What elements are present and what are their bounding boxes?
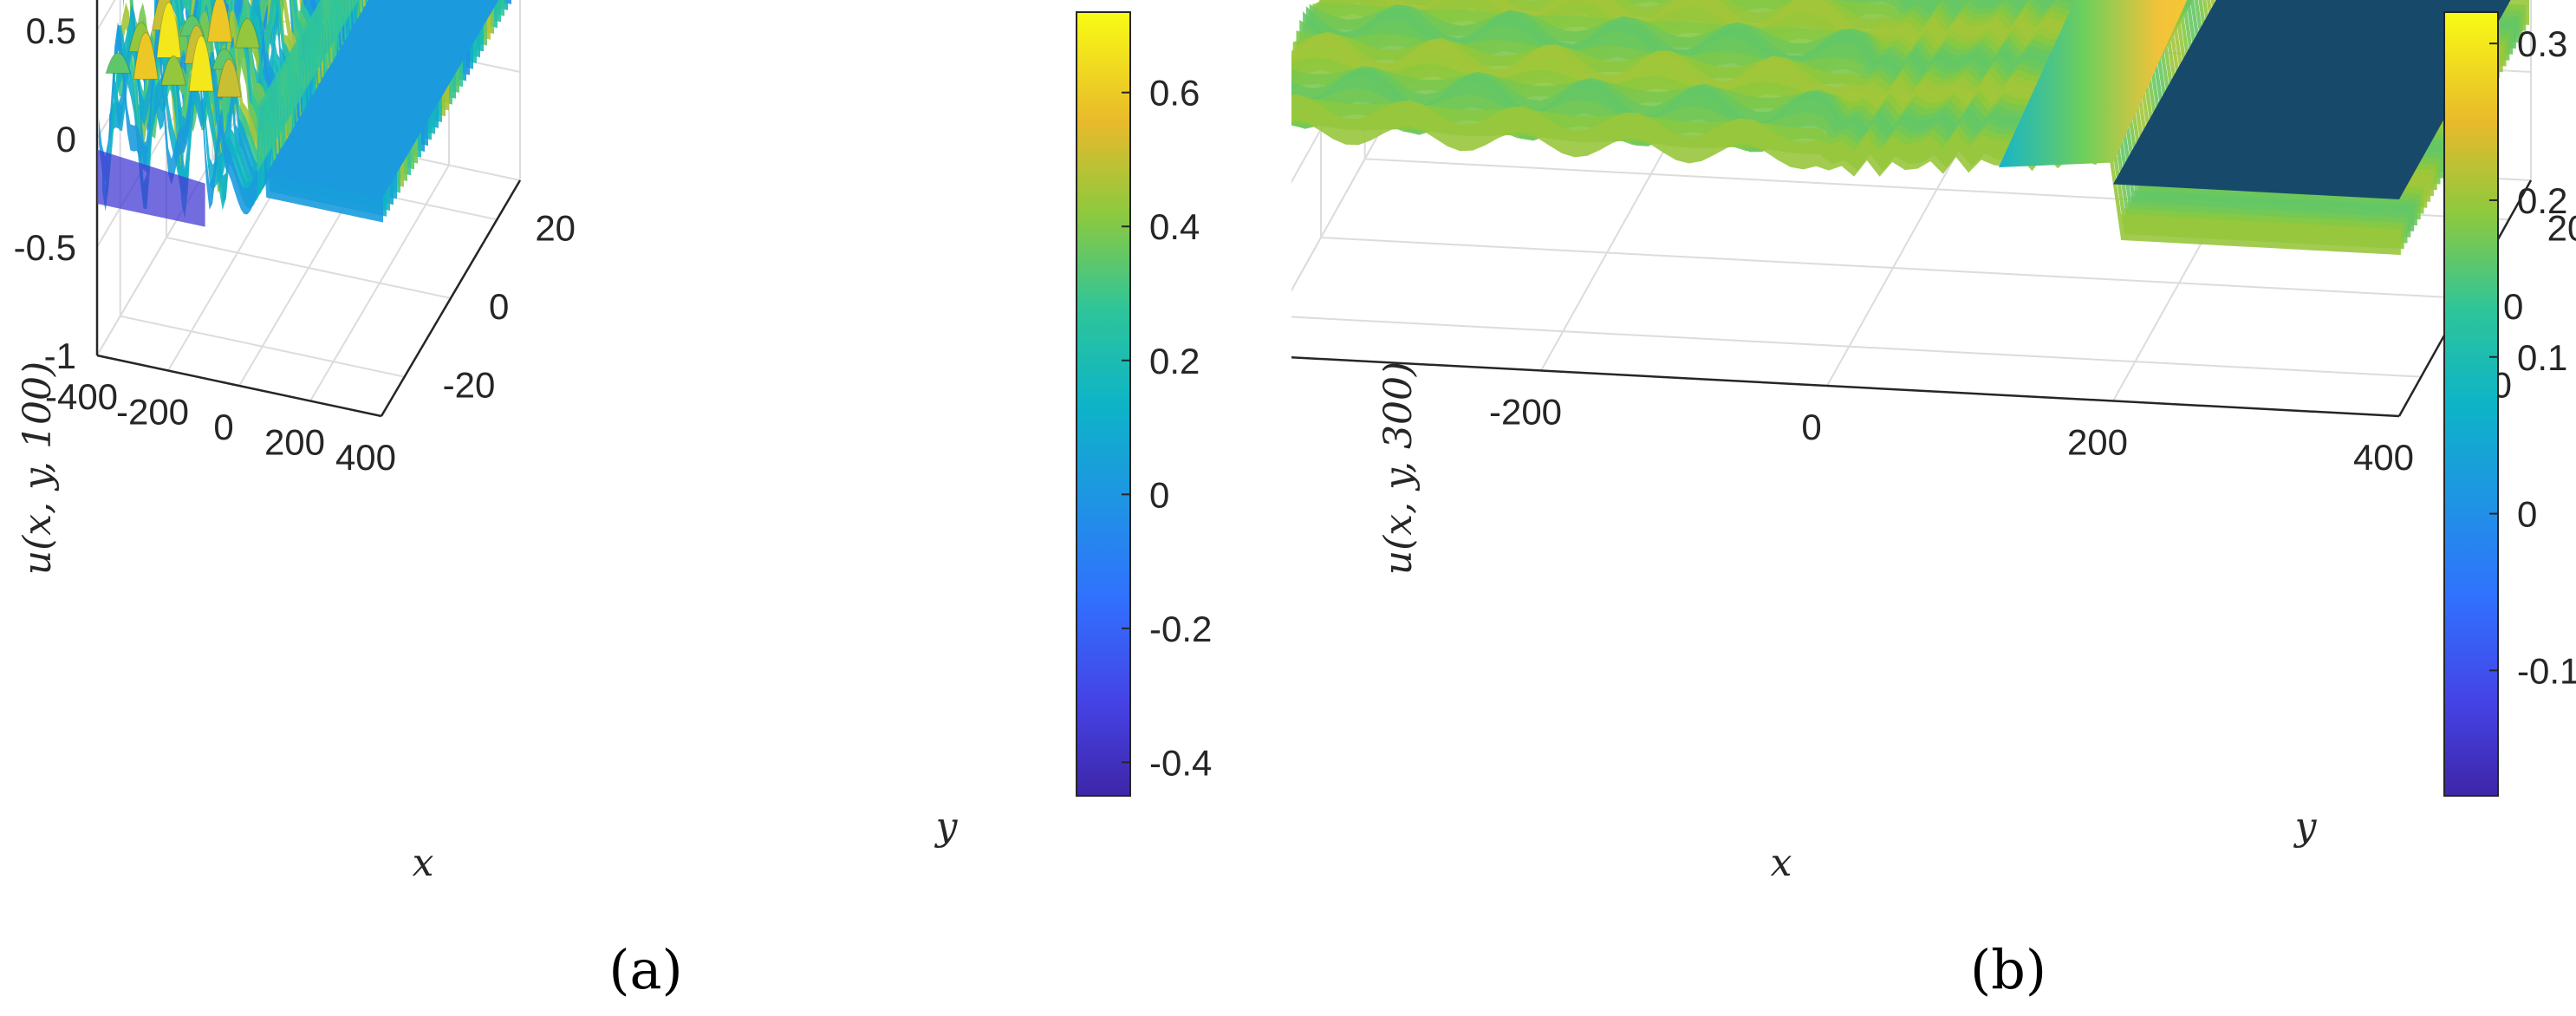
colorbar-tick-label: -0.1 (2517, 650, 2576, 691)
colorbar-tick-label: 0 (2517, 494, 2537, 535)
y-tick-label: 0 (2503, 286, 2523, 327)
surface-flat (2113, 0, 2511, 199)
surface-peak (156, 2, 182, 58)
x-axis-line (1291, 355, 2400, 418)
surface-group-a (97, 0, 511, 227)
x-tick-label: 0 (213, 407, 233, 447)
x-tick-label: -200 (116, 392, 189, 433)
colorbar-tick-label: 0.2 (1149, 341, 1200, 381)
colorbar-a: -0.4 -0.2 0 0.2 0.4 0.6 (1076, 11, 1212, 797)
x-tick-label: -200 (1489, 392, 1562, 433)
colorbar-tick-label: 0 (1149, 474, 1169, 515)
surface-front (1999, 0, 2188, 167)
colorbar-tick-label: 0.6 (1149, 73, 1200, 114)
surface-peak (206, 0, 233, 42)
labels-b: x y u(x, y, 300) (b) (1376, 361, 2318, 1001)
y-gridline (1320, 0, 2466, 299)
surface-peak (216, 58, 242, 98)
x-tick-label: 200 (2067, 422, 2128, 463)
x-tick-label: 0 (1801, 407, 1821, 447)
y-tick-label: 20 (2547, 207, 2576, 248)
surface-peak (133, 32, 159, 80)
x-gridline (96, 0, 237, 356)
x-axis-line (96, 354, 382, 418)
z-axis-label-b: u(x, y, 300) (1376, 361, 1421, 575)
surface-peak (188, 35, 214, 92)
surface-trough (97, 149, 205, 227)
labels-a: x y u(x, y, 100) (a) (16, 361, 959, 1001)
z-axis-label-a: u(x, y, 100) (16, 361, 60, 575)
z-tick-label: 0.5 (26, 10, 76, 51)
z-tick-label: 0 (56, 119, 76, 160)
x-tick-label: -400 (45, 376, 118, 417)
y-tick-label: -20 (443, 365, 496, 406)
z-tick-label: -1 (44, 335, 76, 376)
panel-label-a: (a) (608, 938, 682, 1001)
x-tick-label: 400 (2353, 437, 2414, 478)
panel-label-b: (b) (1970, 938, 2046, 1001)
surface-flat (265, 0, 499, 199)
y-gridline (1291, 316, 2422, 378)
surface-front (257, 0, 359, 173)
x-axis-label-a: x (413, 841, 434, 885)
x-gridline (309, 0, 450, 402)
colorbar-tick-label: 0.1 (2517, 337, 2567, 378)
colorbar-gradient (2443, 11, 2499, 797)
colorbar-tick-label: 0.2 (2517, 180, 2567, 221)
z-tick-label: -0.5 (14, 227, 76, 268)
colorbar-b: -0.1 0 0.1 0.2 0.3 (2443, 11, 2576, 797)
y-gridline (1363, 0, 2509, 221)
x-tick-label: 200 (264, 422, 325, 463)
surface-group-b (1291, 0, 2530, 256)
y-tick-label: 0 (489, 286, 509, 327)
colorbar-gradient (1076, 11, 1131, 797)
y-axis-label-a: y (934, 804, 959, 849)
surface-strip (1291, 94, 2401, 256)
colorbar-tick-label: 0.3 (2517, 23, 2567, 64)
y-tick-label: 20 (535, 207, 576, 248)
x-tick-label: 400 (335, 437, 396, 478)
colorbar-tick-label: -0.4 (1149, 742, 1212, 783)
y-axis-line (380, 179, 522, 417)
surface-peak (105, 52, 131, 75)
surface-peak (160, 55, 186, 86)
x-axis-label-b: x (1771, 841, 1792, 885)
colorbar-tick-label: 0.4 (1149, 206, 1200, 247)
y-axis-label-b: y (2293, 804, 2318, 849)
colorbar-tick-label: -0.2 (1149, 609, 1212, 649)
y-gridline (211, 0, 498, 221)
y-gridline (166, 0, 452, 299)
surface-peak (234, 18, 261, 49)
